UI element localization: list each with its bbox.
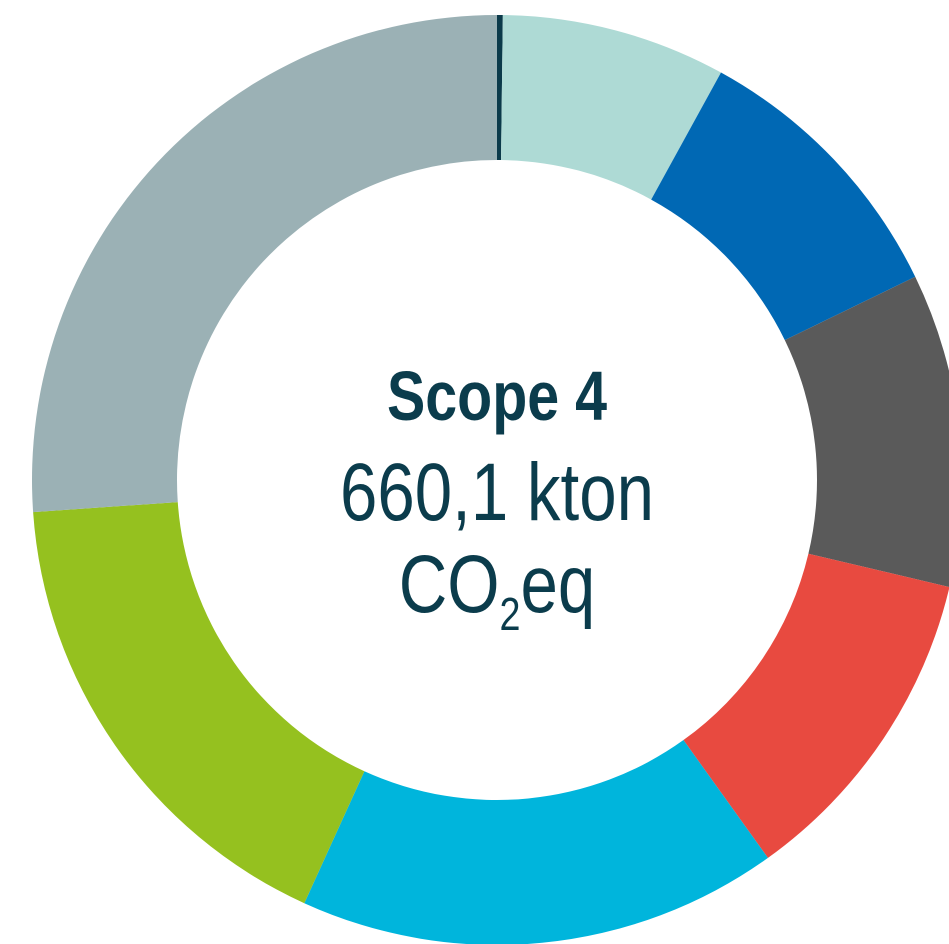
slice (651, 72, 916, 341)
slice (683, 553, 949, 858)
slice (501, 15, 722, 200)
unit-subscript: 2 (500, 588, 521, 639)
unit-part: CO (399, 538, 500, 630)
slice (31, 15, 497, 513)
center-unit: CO2eq (399, 538, 596, 640)
unit-part: eq (521, 538, 596, 630)
slice (784, 276, 949, 588)
center-value: 660,1 kton (340, 446, 654, 538)
slice (497, 15, 503, 161)
slice (33, 502, 365, 904)
slice (304, 740, 768, 944)
center-title: Scope 4 (387, 357, 607, 436)
slices (31, 15, 949, 944)
